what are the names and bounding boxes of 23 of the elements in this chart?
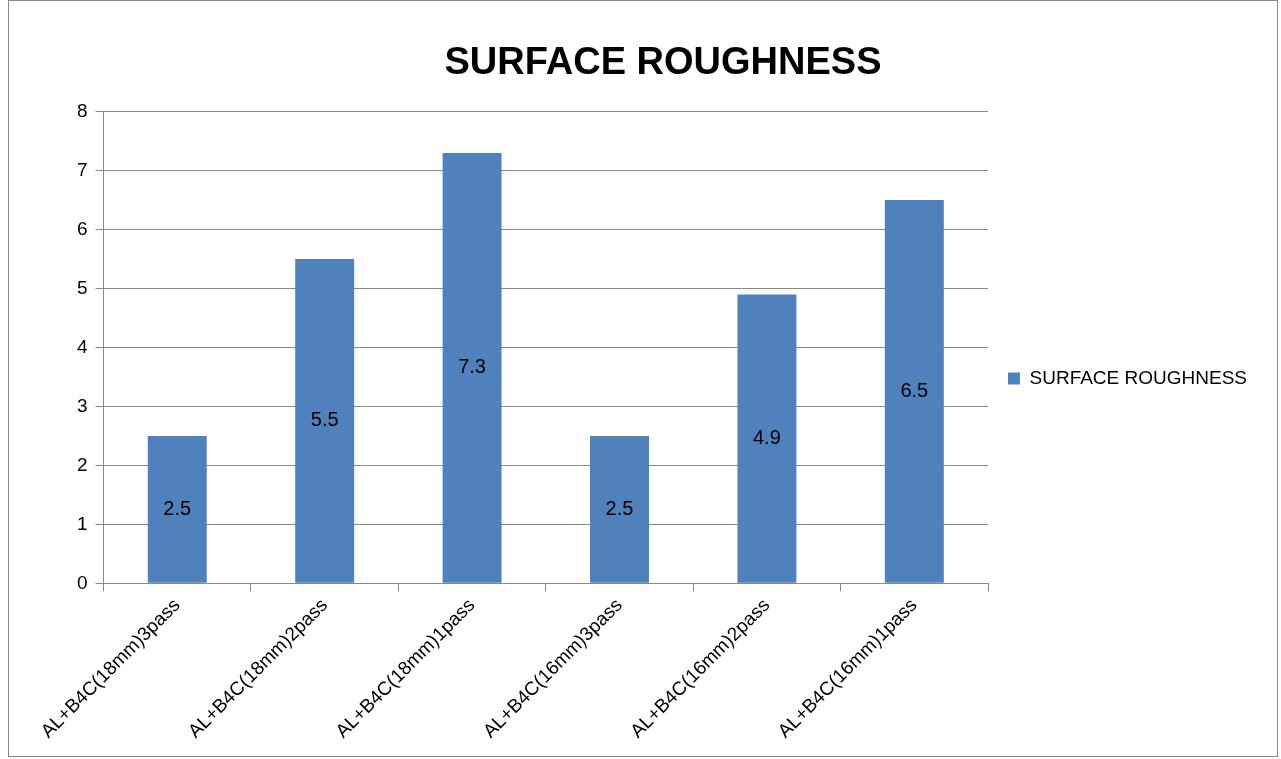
y-tick-label: 5 (76, 276, 88, 298)
data-label: 7.3 (458, 355, 486, 378)
data-label: 6.5 (900, 378, 929, 401)
y-tick-label: 6 (76, 217, 88, 239)
bar (147, 435, 207, 583)
y-tick-label: 8 (76, 99, 88, 121)
y-tick-label: 0 (76, 571, 88, 593)
y-tick-label: 2 (76, 453, 88, 475)
data-label: 5.5 (310, 408, 339, 431)
bar (442, 152, 502, 583)
bar (884, 200, 944, 583)
y-tick-label: 1 (76, 512, 88, 534)
data-label: 4.9 (753, 426, 781, 449)
bar (295, 259, 355, 583)
bar (737, 294, 797, 583)
bar (590, 435, 649, 583)
y-tick-label: 7 (76, 158, 88, 180)
legend-label: SURFACE ROUGHNESS (1029, 366, 1247, 388)
data-label: 2.5 (605, 496, 634, 519)
y-tick-label: 3 (76, 394, 88, 416)
chart-title: SURFACE ROUGHNESS (444, 40, 882, 83)
y-tick-label: 4 (76, 335, 88, 357)
data-label: 2.5 (163, 496, 192, 519)
